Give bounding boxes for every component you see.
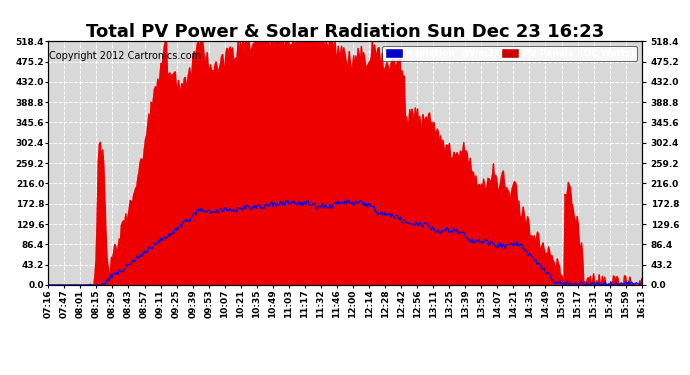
Title: Total PV Power & Solar Radiation Sun Dec 23 16:23: Total PV Power & Solar Radiation Sun Dec… [86, 23, 604, 41]
Text: Copyright 2012 Cartronics.com: Copyright 2012 Cartronics.com [49, 51, 201, 61]
Legend: Radiation  (W/m2), PV Panels  (DC Watts): Radiation (W/m2), PV Panels (DC Watts) [382, 46, 637, 61]
